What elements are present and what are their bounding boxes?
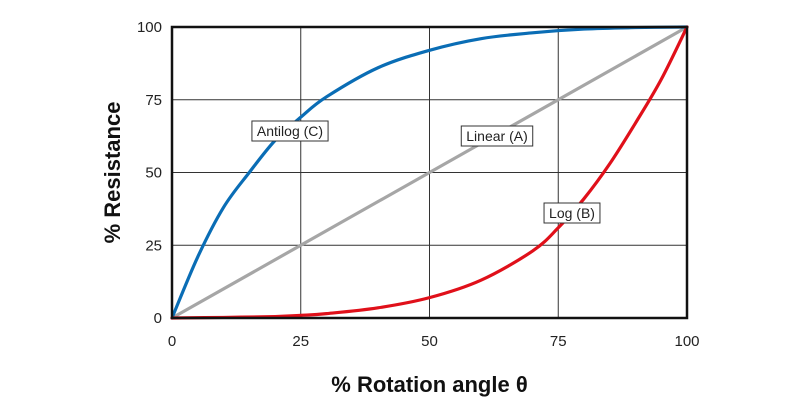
- series-line-linear-a: [170, 25, 689, 320]
- x-axis-title: % Rotation angle θ: [331, 372, 527, 397]
- y-tick-label: 50: [145, 165, 162, 182]
- y-axis-title: % Resistance: [100, 102, 125, 244]
- series-label-frame: [251, 120, 329, 142]
- series-label-frame: [460, 125, 534, 147]
- series-label-text: Antilog (C): [257, 123, 323, 139]
- series-line-log-b: [170, 25, 689, 320]
- series-label-box: Antilog (C): [251, 120, 329, 142]
- x-tick-labels: 0 25 50 75 100: [168, 333, 700, 350]
- y-tick-label: 25: [145, 237, 162, 254]
- series-label-frame: [543, 202, 601, 224]
- y-tick-label: 0: [154, 310, 162, 327]
- x-tick-label: 50: [421, 333, 438, 350]
- x-tick-label: 25: [292, 333, 309, 350]
- y-tick-labels: 0 25 50 75 100: [137, 19, 162, 327]
- series-label-box: Log (B): [543, 202, 601, 224]
- series-line-antilog-c: [170, 25, 689, 320]
- series-label-text: Linear (A): [466, 128, 527, 144]
- series-label-box: Linear (A): [460, 125, 534, 147]
- x-tick-label: 0: [168, 333, 176, 350]
- y-tick-label: 100: [137, 19, 162, 36]
- series-label-text: Log (B): [549, 205, 595, 221]
- series-labels: Antilog (C) Linear (A) Log (B): [251, 120, 601, 224]
- series-layer: [170, 25, 689, 320]
- plot-frame: [170, 25, 689, 320]
- x-tick-label: 75: [550, 333, 567, 350]
- y-tick-label: 75: [145, 92, 162, 109]
- x-tick-label: 100: [674, 333, 699, 350]
